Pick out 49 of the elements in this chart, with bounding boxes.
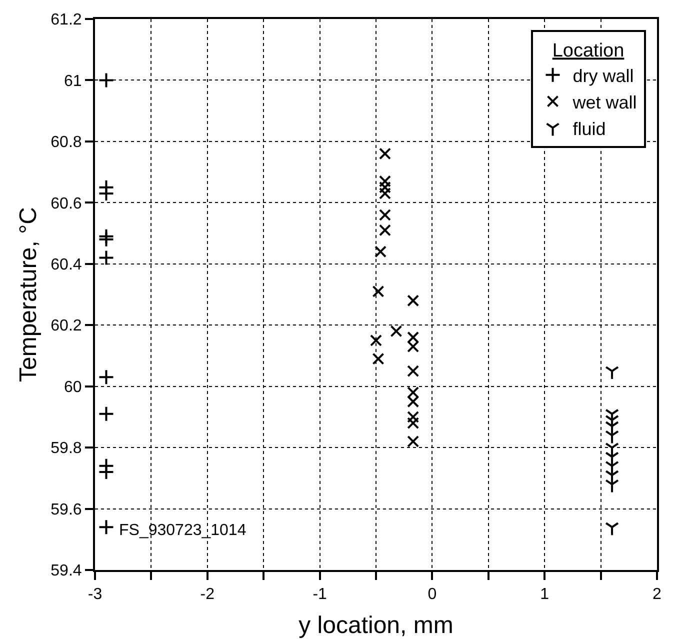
point [98, 72, 114, 88]
annotation: FS_930723_1014 [119, 522, 246, 539]
point [98, 369, 114, 386]
point [407, 386, 420, 398]
point [372, 285, 384, 298]
x-tick-label: 2 [652, 586, 662, 604]
y-tick-label: 60.6 [50, 195, 82, 212]
x-tick-label: -1 [312, 586, 328, 604]
x-tick-label: 1 [540, 586, 550, 604]
y-tick-label: 61 [64, 72, 82, 90]
point [374, 246, 386, 258]
legend-title: Location [552, 40, 624, 62]
point [378, 181, 391, 194]
point [378, 175, 391, 188]
point [98, 231, 114, 248]
point [390, 325, 402, 338]
x-tick-label: -3 [88, 586, 102, 604]
point [98, 406, 114, 422]
x-axis-title: y location, mm [298, 612, 454, 639]
point [407, 435, 420, 448]
legend-label: dry wall [572, 66, 634, 86]
y-tick-label: 61.2 [50, 12, 82, 29]
point [98, 519, 114, 536]
x-tick-label: 0 [428, 586, 437, 604]
point [372, 352, 384, 365]
point [407, 340, 420, 353]
point [407, 365, 420, 378]
point [407, 417, 420, 430]
y-tick-label: 60.8 [50, 134, 82, 152]
x-tick-label: -2 [200, 586, 215, 604]
y-tick-label: 59.4 [50, 562, 82, 580]
y-tick-label: 59.8 [50, 440, 82, 458]
y-tick-label: 60.4 [50, 256, 82, 274]
point [407, 331, 420, 344]
y-axis-title: Temperature, °C [15, 207, 42, 382]
point [407, 410, 420, 423]
point [378, 187, 391, 200]
y-tick-label: 60.2 [50, 318, 82, 335]
point [378, 148, 391, 160]
y-tick-label: 60 [64, 378, 82, 396]
point [407, 294, 420, 307]
point [98, 250, 114, 266]
y-tick-label: 59.6 [50, 501, 82, 518]
point [378, 208, 391, 221]
legend-label: wet wall [572, 92, 637, 112]
point [407, 396, 420, 408]
point [370, 334, 382, 346]
legend-label: fluid [572, 118, 606, 139]
point [378, 224, 391, 236]
